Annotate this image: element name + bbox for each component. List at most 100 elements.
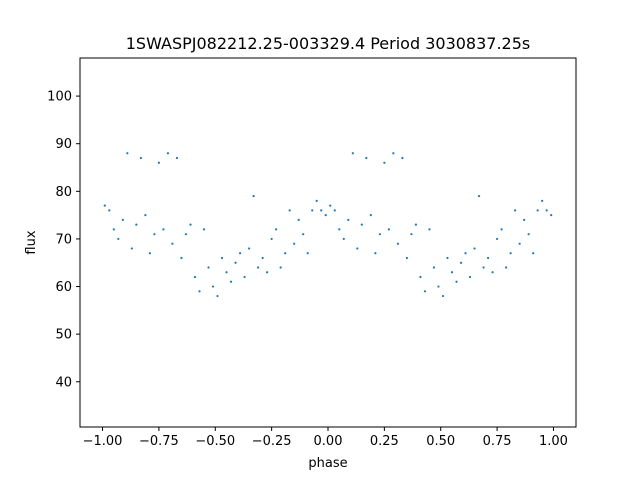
data-point (360, 223, 363, 226)
data-point (153, 233, 156, 236)
data-point (437, 285, 440, 288)
data-point (198, 290, 201, 293)
data-point (306, 252, 309, 255)
data-point (243, 275, 246, 279)
data-point (347, 218, 350, 221)
data-point (477, 194, 481, 198)
data-point (234, 261, 237, 264)
data-point (374, 252, 377, 255)
data-point (229, 280, 233, 283)
data-point (468, 275, 472, 279)
data-point (157, 161, 161, 164)
data-point (293, 242, 296, 245)
data-point (365, 156, 368, 160)
data-point (356, 247, 359, 250)
data-point (338, 228, 341, 231)
data-point (419, 275, 422, 279)
x-tick-label: −0.75 (139, 434, 179, 449)
data-point (279, 266, 282, 269)
data-point (518, 242, 521, 245)
data-point (455, 280, 458, 283)
data-point (284, 252, 287, 255)
data-point (166, 152, 170, 155)
plot-frame (79, 57, 577, 428)
data-point (297, 218, 300, 221)
data-point (541, 199, 544, 202)
y-tick-label: 40 (55, 375, 72, 390)
data-point (121, 218, 124, 221)
data-point (108, 209, 111, 212)
data-point (238, 252, 242, 255)
data-point (459, 261, 463, 264)
data-point (139, 156, 142, 160)
data-point (311, 209, 314, 212)
data-point (495, 237, 499, 241)
data-point (220, 256, 224, 260)
data-point (500, 228, 503, 231)
data-point (261, 256, 264, 260)
data-point (550, 214, 553, 217)
data-point (532, 252, 535, 255)
data-point (428, 228, 431, 231)
data-point (252, 194, 255, 198)
data-point (126, 152, 129, 155)
y-tick-label: 80 (55, 185, 72, 200)
x-axis-ticks: −1.00 −0.75 −0.50 −0.25 0.00 0.25 0.50 0.75 1.00 (83, 427, 568, 449)
data-point (302, 233, 305, 236)
data-point (432, 266, 436, 269)
data-point (130, 247, 133, 250)
data-point (216, 294, 219, 298)
data-point (392, 152, 395, 155)
x-axis-title: phase (308, 456, 347, 471)
data-point (184, 233, 188, 236)
data-point (401, 156, 404, 160)
data-point (144, 214, 147, 217)
data-point (486, 256, 490, 260)
data-point (225, 271, 228, 274)
data-point (423, 290, 427, 293)
data-point (405, 256, 409, 260)
data-point (103, 204, 106, 207)
data-point (482, 266, 485, 269)
data-point (202, 228, 206, 231)
data-point (505, 266, 508, 269)
x-tick-label: 0.00 (314, 434, 343, 449)
y-axis-ticks: 40 50 60 70 80 90 100 (47, 90, 80, 390)
x-tick-label: 0.50 (426, 434, 455, 449)
data-point (148, 252, 151, 255)
data-point (536, 209, 539, 212)
data-point (378, 233, 381, 236)
data-point (275, 228, 278, 231)
data-point (410, 233, 413, 236)
data-point (171, 242, 174, 245)
data-point (333, 209, 336, 212)
x-tick-label: −1.00 (83, 434, 123, 449)
y-axis-title: flux (24, 230, 39, 254)
y-tick-label: 50 (55, 328, 72, 343)
data-points (103, 152, 553, 298)
x-tick-label: −0.25 (252, 434, 292, 449)
data-point (527, 233, 530, 236)
data-point (324, 214, 327, 217)
x-tick-label: 0.75 (483, 434, 512, 449)
data-point (523, 218, 526, 221)
data-point (112, 228, 115, 231)
data-point (396, 242, 399, 245)
y-tick-label: 60 (55, 280, 72, 295)
data-point (441, 294, 445, 298)
data-point (446, 256, 449, 260)
data-point (473, 247, 476, 250)
data-point (266, 271, 269, 274)
data-point (211, 285, 215, 288)
chart-title: 1SWASPJ082212.25-003329.4 Period 3030837… (126, 34, 531, 53)
data-point (545, 209, 548, 212)
data-point (414, 223, 418, 226)
data-point (369, 214, 372, 217)
data-point (514, 209, 517, 212)
data-point (175, 156, 179, 160)
data-point (180, 256, 183, 260)
data-point (387, 228, 390, 231)
data-point (135, 223, 138, 226)
data-point (342, 237, 345, 241)
data-point (189, 223, 192, 226)
